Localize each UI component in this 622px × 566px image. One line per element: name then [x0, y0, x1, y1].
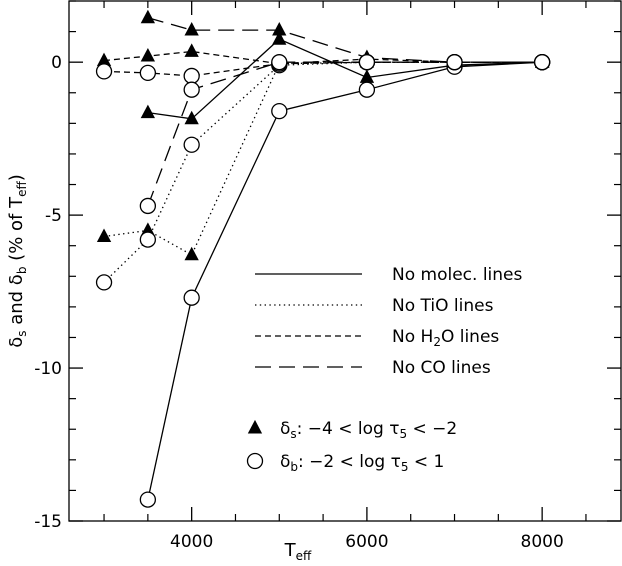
- circle-marker: [183, 289, 200, 306]
- y-axis-title: δs and δb (% of Teff): [6, 174, 29, 348]
- x-tick-label: 6000: [345, 532, 388, 552]
- series-line-long-dashed-circle: [147, 61, 543, 207]
- y-tick-label: 0: [51, 53, 62, 73]
- triangle-marker: [140, 48, 155, 62]
- triangle-marker: [96, 228, 112, 242]
- triangle-marker: [272, 22, 287, 36]
- circle-marker: [95, 63, 113, 80]
- circle-marker: [358, 81, 376, 98]
- series-line-dotted-triangle: [103, 61, 543, 256]
- circle-marker: [139, 231, 157, 248]
- circle-marker: [139, 197, 157, 215]
- series-markers: [95, 9, 551, 508]
- series-line-solid-triangle: [147, 38, 543, 120]
- triangle-marker: [184, 246, 199, 261]
- circle-marker: [271, 102, 288, 120]
- y-tick-label: -5: [45, 206, 62, 226]
- legend-line-label: No H2O lines: [392, 327, 499, 349]
- y-tick-label: -15: [34, 512, 62, 532]
- legend-line-label: No CO lines: [392, 358, 491, 378]
- series-line-dotted-circle: [103, 61, 543, 283]
- circle-marker: [183, 136, 200, 153]
- circle-marker: [271, 54, 288, 71]
- triangle-marker: [184, 110, 199, 125]
- legend: No molec. lines No TiO lines No H2O lines N…: [246, 265, 522, 474]
- legend-marker-label: δs: −4 < log τ5 < −2: [280, 419, 457, 441]
- series-line-solid-circle: [147, 61, 543, 500]
- series-line-long-dashed-triangle: [147, 17, 543, 63]
- triangle-marker: [184, 43, 199, 57]
- circle-marker: [183, 67, 200, 85]
- x-tick-label: 4000: [170, 532, 213, 552]
- triangle-marker: [140, 104, 155, 119]
- triangle-marker: [184, 22, 199, 36]
- y-tick-label: -10: [34, 359, 62, 379]
- axis-labels: 4000 6000 8000 0 -5 -10 -15 Teff δs and δb (% of…: [6, 53, 564, 563]
- x-tick-label: 8000: [521, 532, 564, 552]
- circle-marker: [95, 274, 113, 291]
- triangle-marker: [140, 9, 155, 24]
- plot-frame: [68, 0, 622, 522]
- triangle-marker: [272, 31, 287, 45]
- circle-marker: [446, 54, 463, 71]
- circle-marker: [183, 81, 200, 98]
- circle-marker: [533, 54, 551, 71]
- legend-line-label: No molec. lines: [392, 265, 522, 285]
- triangle-marker: [359, 69, 375, 83]
- circle-marker: [358, 54, 376, 71]
- circle-marker: [139, 491, 157, 508]
- legend-line-label: No TiO lines: [392, 296, 494, 316]
- x-axis-title: Teff: [284, 540, 312, 562]
- triangle-marker: [247, 419, 263, 434]
- legend-marker-label: δb: −2 < log τ5 < 1: [280, 452, 444, 474]
- circle-marker: [246, 452, 264, 470]
- axis-ticks: [69, 0, 621, 522]
- triangle-marker: [96, 52, 112, 67]
- circle-marker: [139, 64, 157, 82]
